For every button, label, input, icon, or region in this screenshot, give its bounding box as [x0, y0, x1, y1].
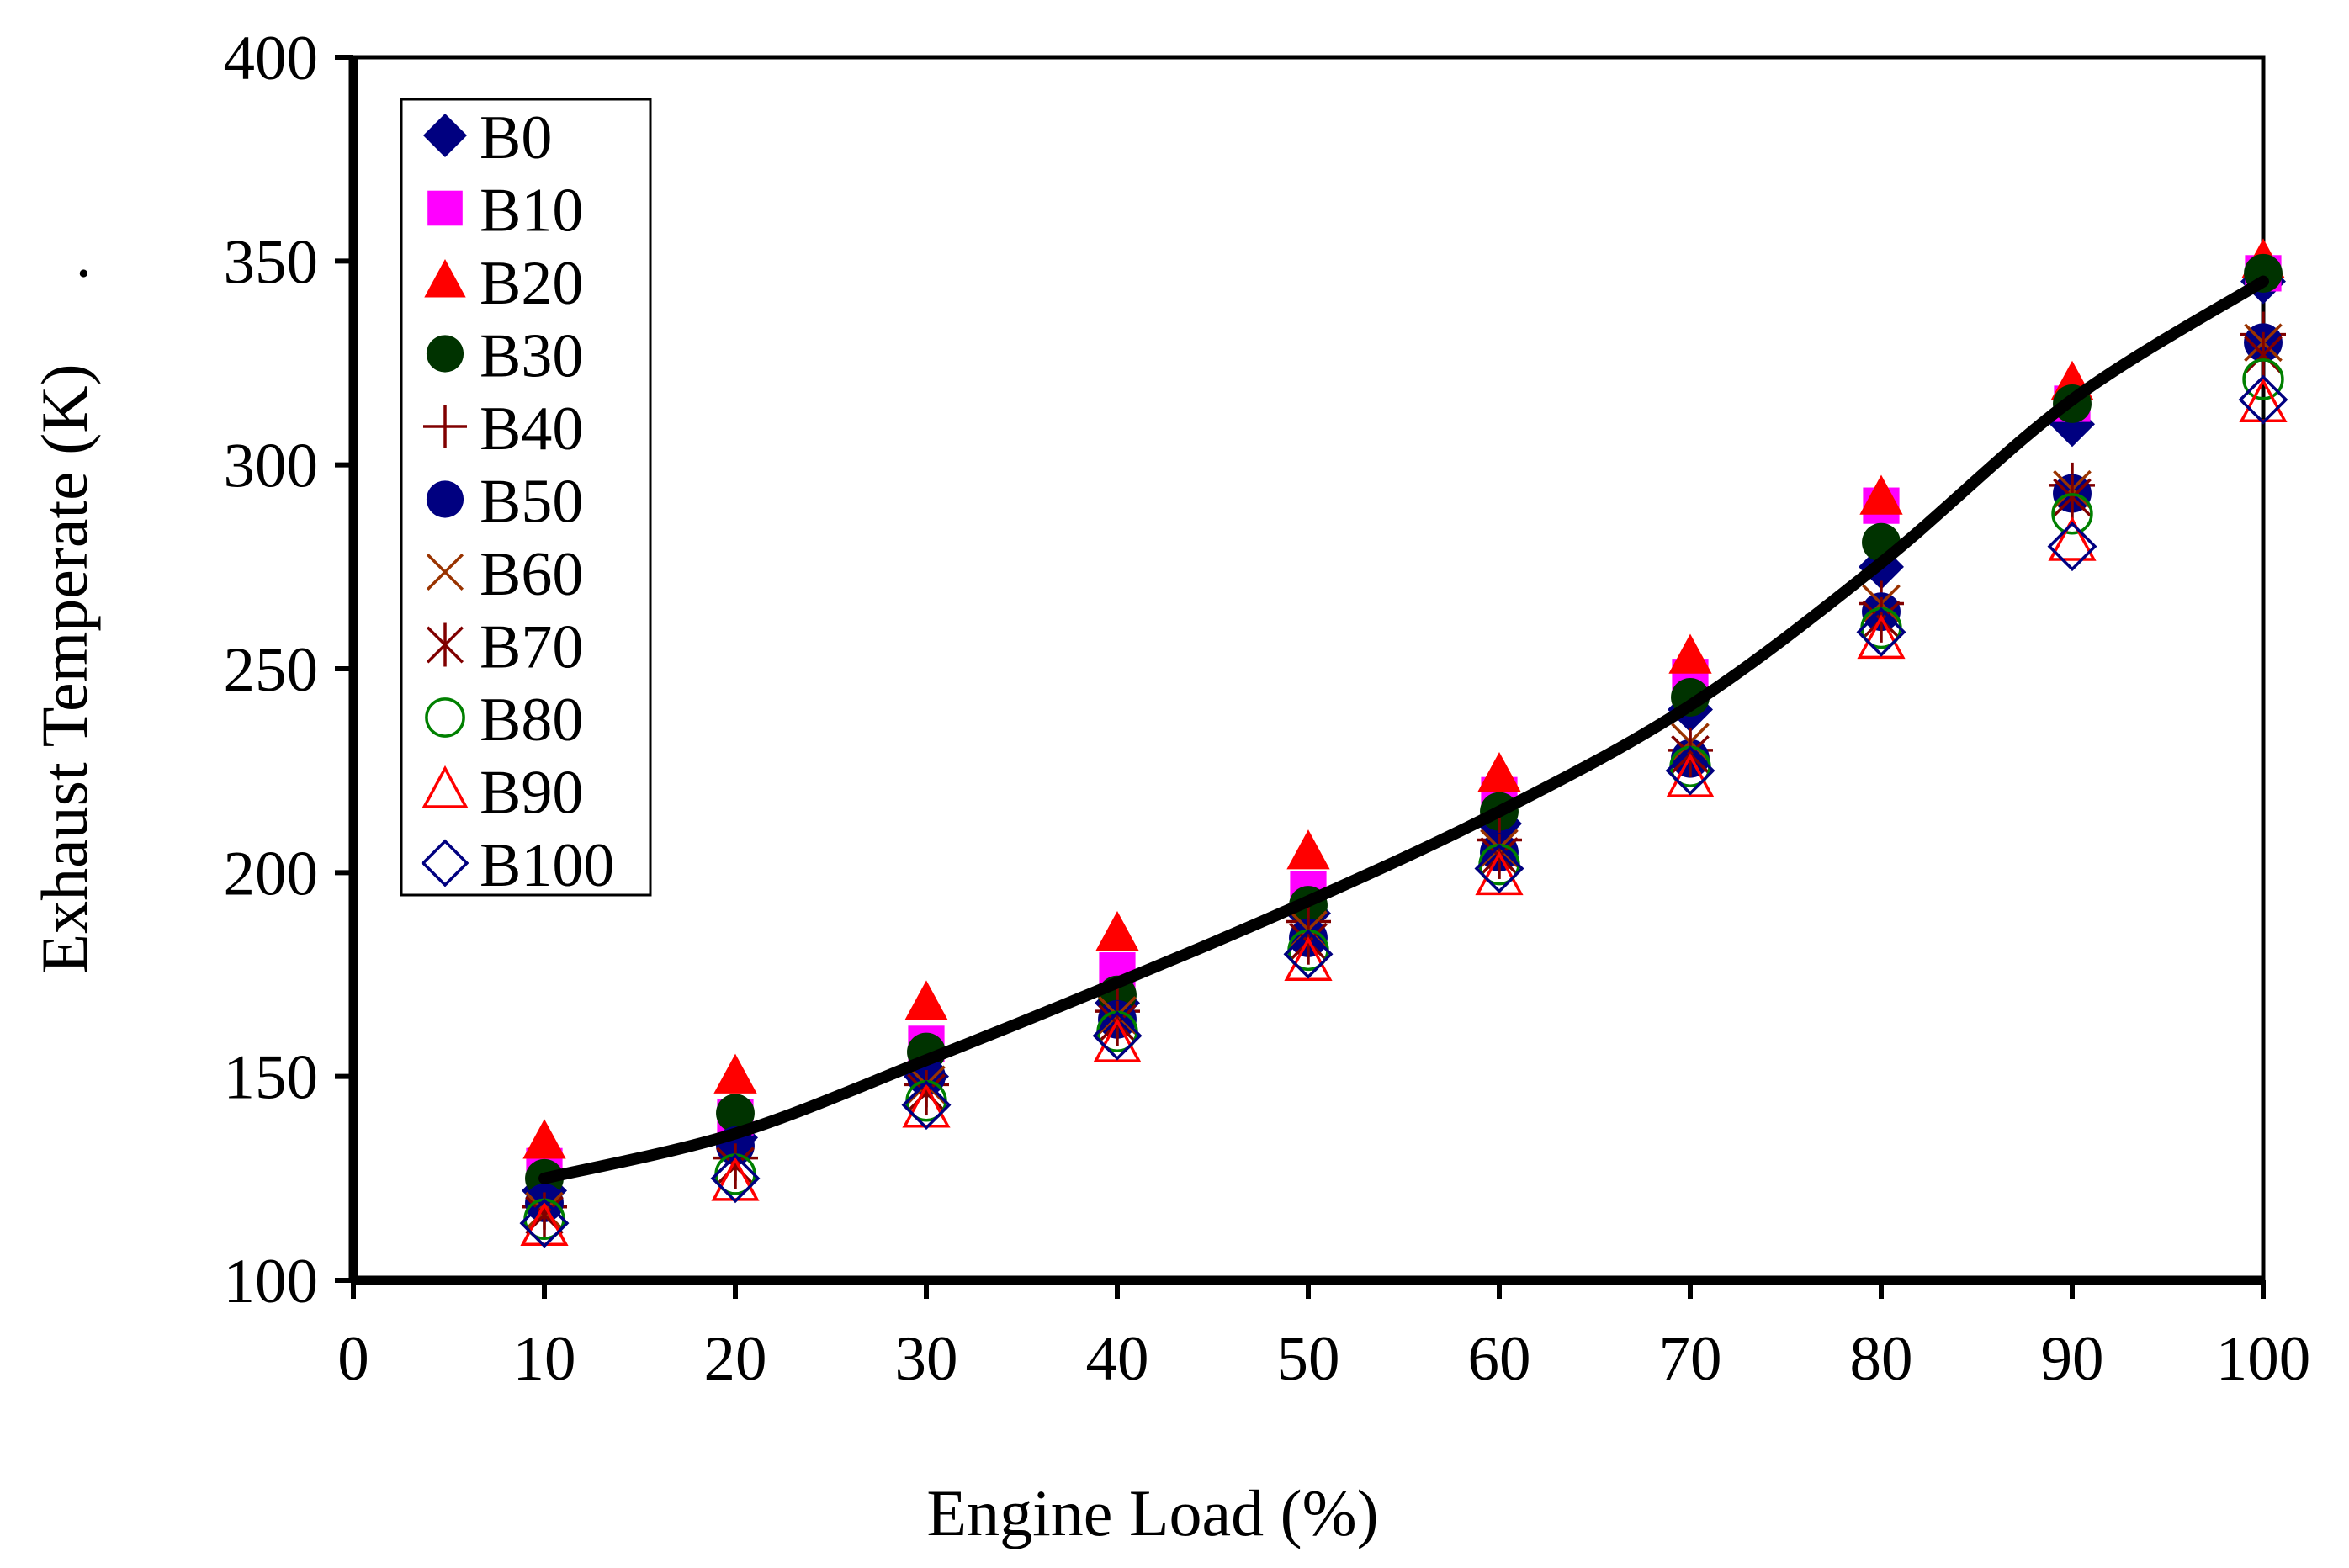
legend-marker-b50: [426, 480, 464, 518]
data-point: [1665, 745, 1715, 796]
data-point: [1477, 752, 1521, 792]
legend-marker-b60: [426, 553, 464, 591]
legend-marker-b0: [423, 114, 467, 157]
legend-marker-b30: [426, 335, 464, 373]
x-axis-title: Engine Load (%): [926, 1476, 1378, 1549]
y-axis-title: Exhaust Temperate (K): [28, 363, 101, 973]
data-point: [1666, 753, 1715, 797]
data-point: [904, 980, 948, 1020]
series-b10: [526, 255, 2282, 1184]
data-point: [1856, 607, 1906, 657]
x-tick-label: 30: [895, 1324, 958, 1394]
legend-label-b10: B10: [480, 177, 583, 246]
data-point: [907, 1070, 946, 1116]
legend-label-b50: B50: [480, 468, 583, 537]
legend-label-b70: B70: [480, 613, 583, 682]
y-tick-label: 100: [224, 1247, 319, 1316]
x-tick-label: 40: [1086, 1324, 1149, 1394]
y-tick-label: 400: [224, 24, 319, 93]
data-point: [2051, 493, 2093, 535]
data-point: [2238, 374, 2288, 425]
trendline: [538, 275, 2269, 1184]
series-b80: [523, 358, 2284, 1241]
legend-marker-b70: [426, 622, 464, 667]
data-point: [710, 1153, 761, 1204]
data-point: [1475, 850, 1524, 896]
legend-marker-b80: [425, 697, 465, 738]
x-tick-label: 80: [1850, 1324, 1913, 1394]
data-point: [716, 1143, 755, 1189]
data-point: [713, 1053, 757, 1094]
y-tick-label: 150: [224, 1043, 319, 1113]
legend-label-b90: B90: [480, 759, 583, 828]
y-tick-label: 250: [224, 635, 319, 705]
legend-marker-b10: [427, 190, 463, 226]
y-axis-title-suffix: .: [28, 265, 101, 282]
x-tick-label: 60: [1468, 1324, 1531, 1394]
data-point: [2244, 331, 2283, 378]
data-point: [1859, 474, 1903, 515]
series-b70: [525, 331, 2283, 1238]
data-point: [2053, 474, 2092, 521]
legend-label-b80: B80: [480, 686, 583, 755]
data-point: [1286, 829, 1330, 870]
x-tick-label: 50: [1277, 1324, 1340, 1394]
data-point: [1668, 633, 1712, 674]
data-point: [1093, 1018, 1142, 1062]
data-point: [519, 1198, 570, 1248]
data-point: [901, 1080, 952, 1131]
series-b0: [522, 258, 2286, 1214]
series-b40: [522, 311, 2286, 1230]
axis-ticks: [335, 55, 2266, 1299]
y-tick-label: 200: [224, 839, 319, 908]
data-point: [1092, 1010, 1143, 1061]
legend-marker-b40: [423, 405, 467, 448]
data-point: [2047, 522, 2097, 572]
series-b50: [525, 323, 2283, 1222]
data-point: [522, 1119, 566, 1159]
x-tick-label: 10: [513, 1324, 576, 1394]
data-points: [519, 238, 2288, 1248]
x-tick-label: 70: [1659, 1324, 1722, 1394]
data-point: [1283, 929, 1334, 979]
legend-label-b20: B20: [480, 249, 583, 318]
x-tick-label: 90: [2041, 1324, 2104, 1394]
x-tick-label: 100: [2216, 1324, 2311, 1394]
x-tick-label: 20: [704, 1324, 767, 1394]
series-b60: [525, 323, 2283, 1231]
legend-label-b60: B60: [480, 540, 583, 609]
legend-label-b0: B0: [480, 103, 552, 172]
y-tick-label: 300: [224, 432, 319, 501]
series-b30: [525, 253, 2283, 1198]
series-b20: [522, 238, 2285, 1159]
legend-label-b30: B30: [480, 322, 583, 391]
data-point: [1474, 844, 1524, 893]
data-point: [1095, 911, 1139, 951]
series-b100: [519, 374, 2288, 1248]
x-tick-label: 0: [337, 1324, 369, 1394]
data-point: [1857, 614, 1906, 660]
data-point: [716, 1094, 755, 1133]
y-tick-label: 350: [224, 227, 319, 297]
data-point: [2242, 358, 2284, 400]
tick-labels: 0 10 20 30 40 50 60 70 80 90 100 100 150 200 250 300 350…: [224, 24, 2311, 1394]
legend-label-b40: B40: [480, 395, 583, 464]
legend-marker-b90: [422, 765, 469, 808]
data-point: [2048, 516, 2097, 561]
legend-marker-b100: [421, 839, 469, 887]
legend-label-b100: B100: [480, 831, 614, 900]
data-point: [1284, 936, 1333, 981]
legend-marker-b20: [424, 259, 466, 298]
